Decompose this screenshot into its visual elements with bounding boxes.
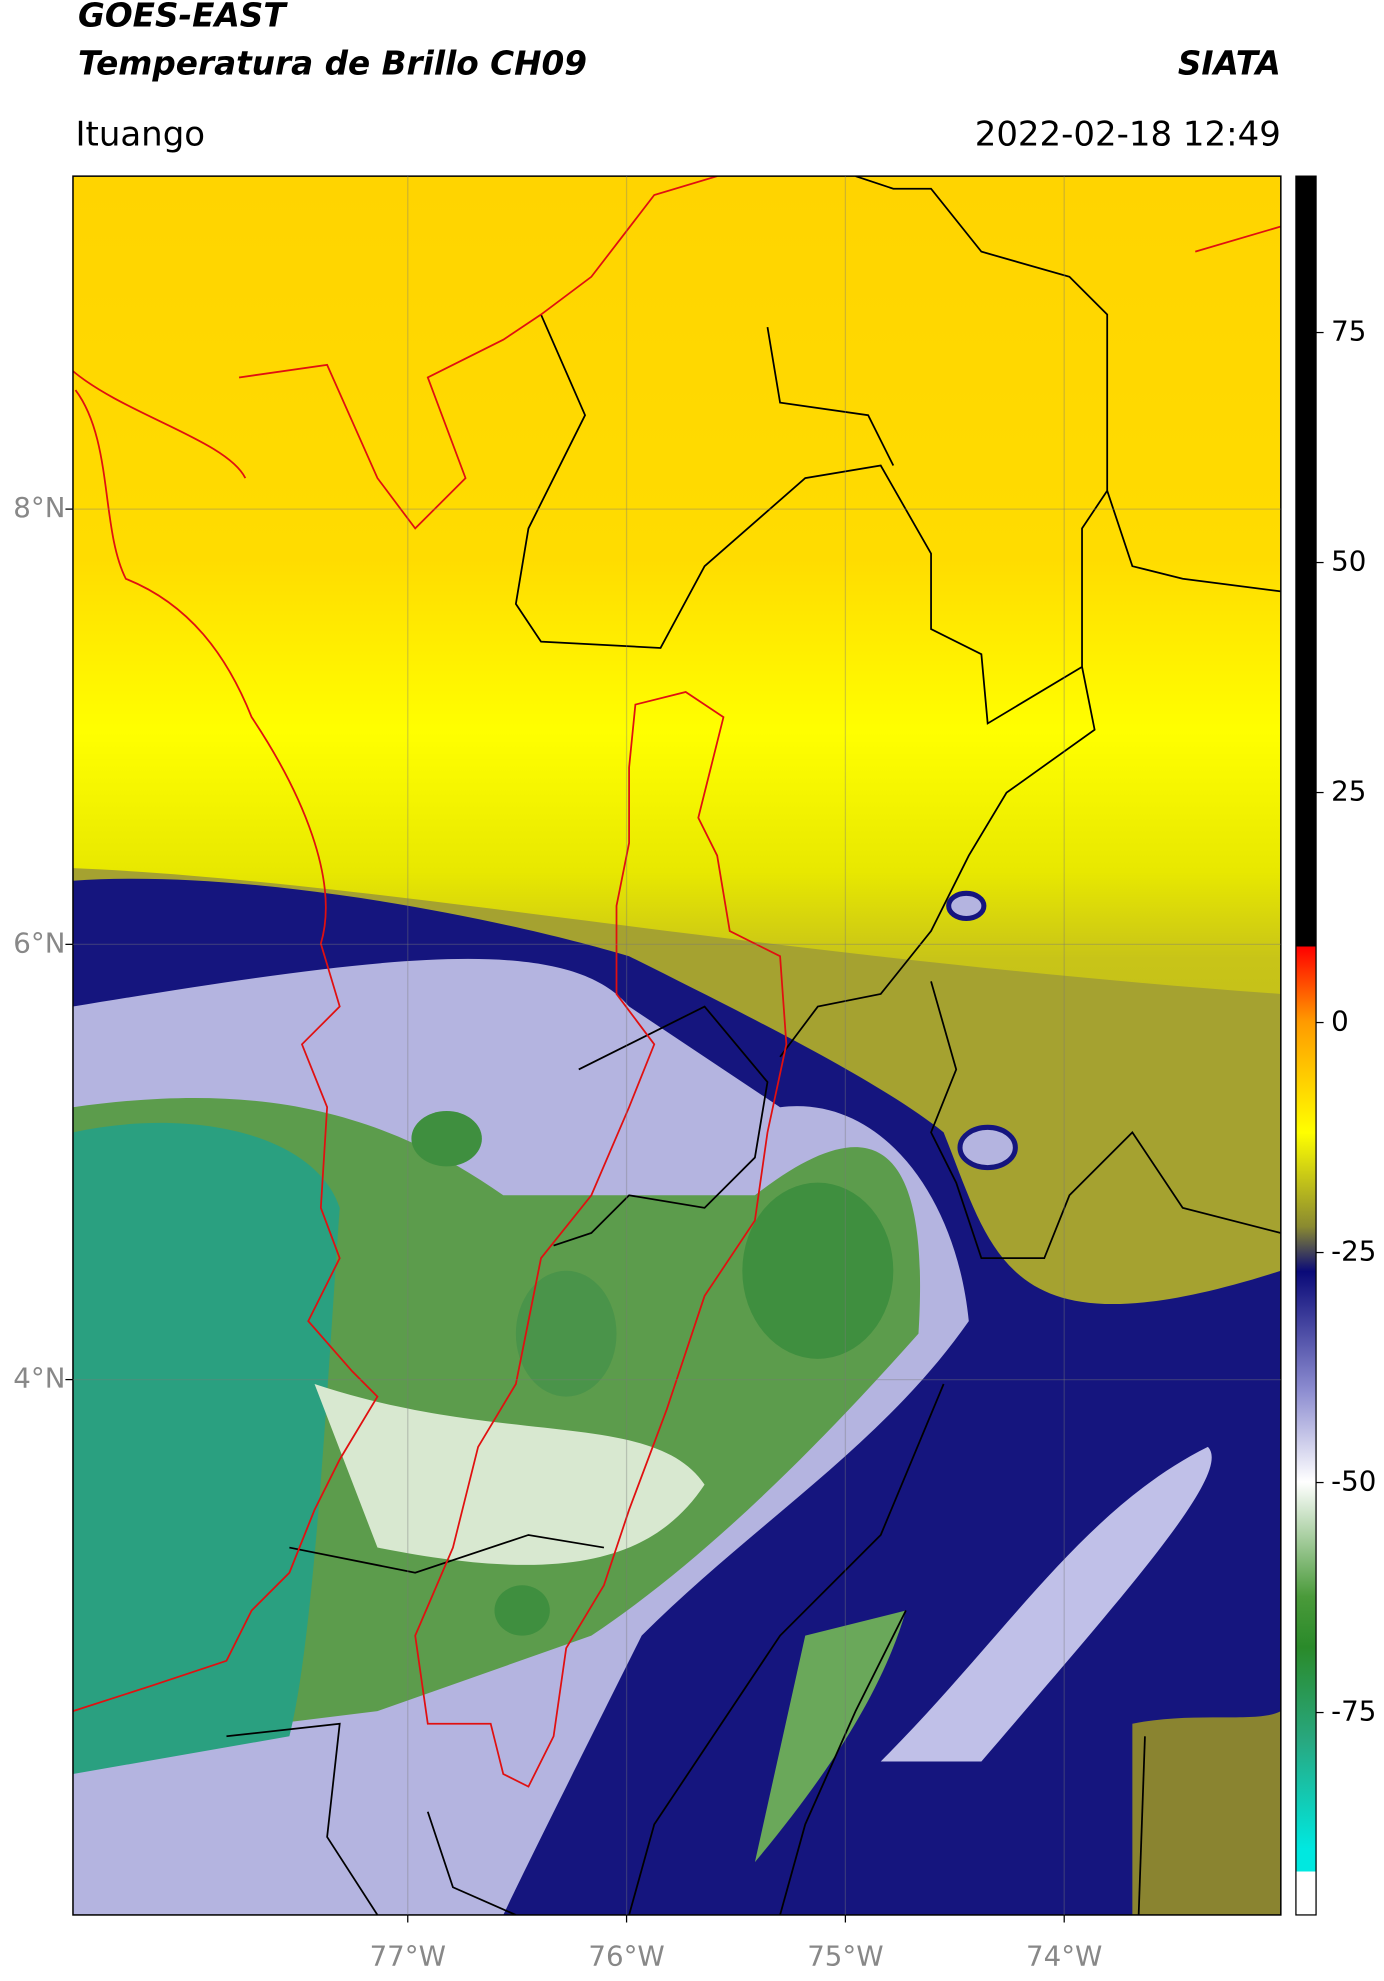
cloud-cell <box>957 1124 1018 1171</box>
location: Ituango <box>75 114 205 154</box>
map-image <box>72 176 1281 1915</box>
border <box>628 1383 945 1915</box>
border <box>1137 1736 1146 1915</box>
coastline <box>72 370 379 1712</box>
red-outlines <box>72 176 1281 1788</box>
borders <box>226 176 1281 1915</box>
white-streak <box>314 1383 705 1565</box>
colorbar <box>1295 175 1317 1916</box>
border <box>1106 490 1281 593</box>
border <box>766 326 895 466</box>
border <box>553 1005 769 1247</box>
border <box>226 1722 379 1915</box>
ituango-basin <box>414 691 788 1788</box>
colorbar-tick-label: 0 <box>1331 1005 1349 1038</box>
colorbar-tick-label: 50 <box>1331 545 1366 578</box>
green-streak <box>754 1610 906 1863</box>
colorbar-tick-label: -75 <box>1331 1695 1376 1728</box>
olive-patch <box>1132 1711 1281 1915</box>
colorbar-tick-label: 25 <box>1331 775 1366 808</box>
title: GOES-EAST <box>78 0 288 35</box>
cloud-core <box>515 1270 617 1397</box>
organization: SIATA <box>1178 44 1281 82</box>
colorbar-tick-label: -25 <box>1331 1235 1376 1268</box>
cloud-core <box>411 1110 482 1167</box>
teal-region <box>72 1122 340 1775</box>
lat-tick-label: 6°N <box>13 926 65 959</box>
map-frame <box>72 175 1282 1916</box>
cloud-core <box>742 1182 894 1359</box>
lat-tick-label: 8°N <box>13 491 65 524</box>
colorbar-tick-label: 75 <box>1331 315 1366 348</box>
border <box>426 1811 517 1915</box>
border <box>779 1610 907 1915</box>
white-streak <box>880 1446 1212 1762</box>
lon-tick-label: 76°W <box>588 1940 664 1973</box>
border <box>779 666 1096 1058</box>
colorbar-tick-label: -50 <box>1331 1465 1376 1498</box>
cloud-cell <box>946 890 987 921</box>
datetime: 2022-02-18 12:49 <box>975 114 1281 154</box>
border <box>930 981 1281 1260</box>
coastline <box>238 176 718 530</box>
lat-tick-label: 4°N <box>13 1362 65 1395</box>
lon-tick-label: 75°W <box>807 1940 883 1973</box>
cloud-core <box>494 1585 550 1636</box>
border <box>289 1534 605 1574</box>
border <box>514 176 1109 725</box>
lon-tick-label: 77°W <box>370 1940 446 1973</box>
lon-tick-label: 74°W <box>1026 1940 1102 1973</box>
subtitle: Temperatura de Brillo CH09 <box>78 44 587 82</box>
coastline <box>1195 225 1281 253</box>
